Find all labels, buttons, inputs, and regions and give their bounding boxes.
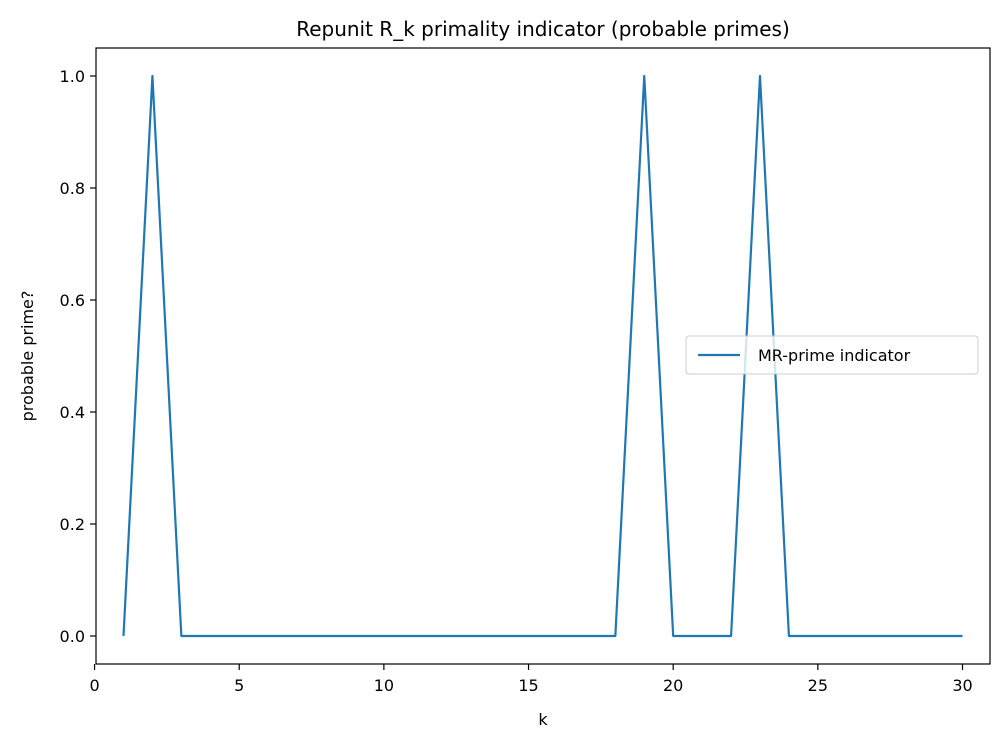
y-tick-label: 0.2 <box>60 515 85 534</box>
x-tick-label: 0 <box>89 676 99 695</box>
x-tick-label: 10 <box>374 676 394 695</box>
plot-area <box>95 47 991 665</box>
y-tick-label: 0.8 <box>60 179 85 198</box>
x-tick-label: 5 <box>234 676 244 695</box>
y-tick-label: 0.4 <box>60 403 85 422</box>
x-tick-label: 25 <box>808 676 828 695</box>
y-tick-label: 0.0 <box>60 627 85 646</box>
axes-frame <box>95 47 991 665</box>
legend: MR-prime indicator <box>685 335 979 375</box>
series-line <box>122 74 963 638</box>
x-axis-label: k <box>538 710 548 729</box>
x-axis-ticks: 0 5 10 15 20 25 30 <box>89 664 973 695</box>
x-tick-label: 15 <box>518 676 538 695</box>
legend-frame <box>685 335 979 375</box>
chart-title: Repunit R_k primality indicator (probabl… <box>296 17 790 41</box>
y-tick-label: 0.6 <box>60 291 85 310</box>
x-tick-label: 20 <box>663 676 683 695</box>
y-tick-label: 1.0 <box>60 67 85 86</box>
x-tick-label: 30 <box>952 676 972 695</box>
y-axis-label: probable prime? <box>18 291 37 422</box>
y-axis-ticks: 0.0 0.2 0.4 0.6 0.8 1.0 <box>60 67 96 646</box>
legend-label: MR-prime indicator <box>758 346 911 365</box>
